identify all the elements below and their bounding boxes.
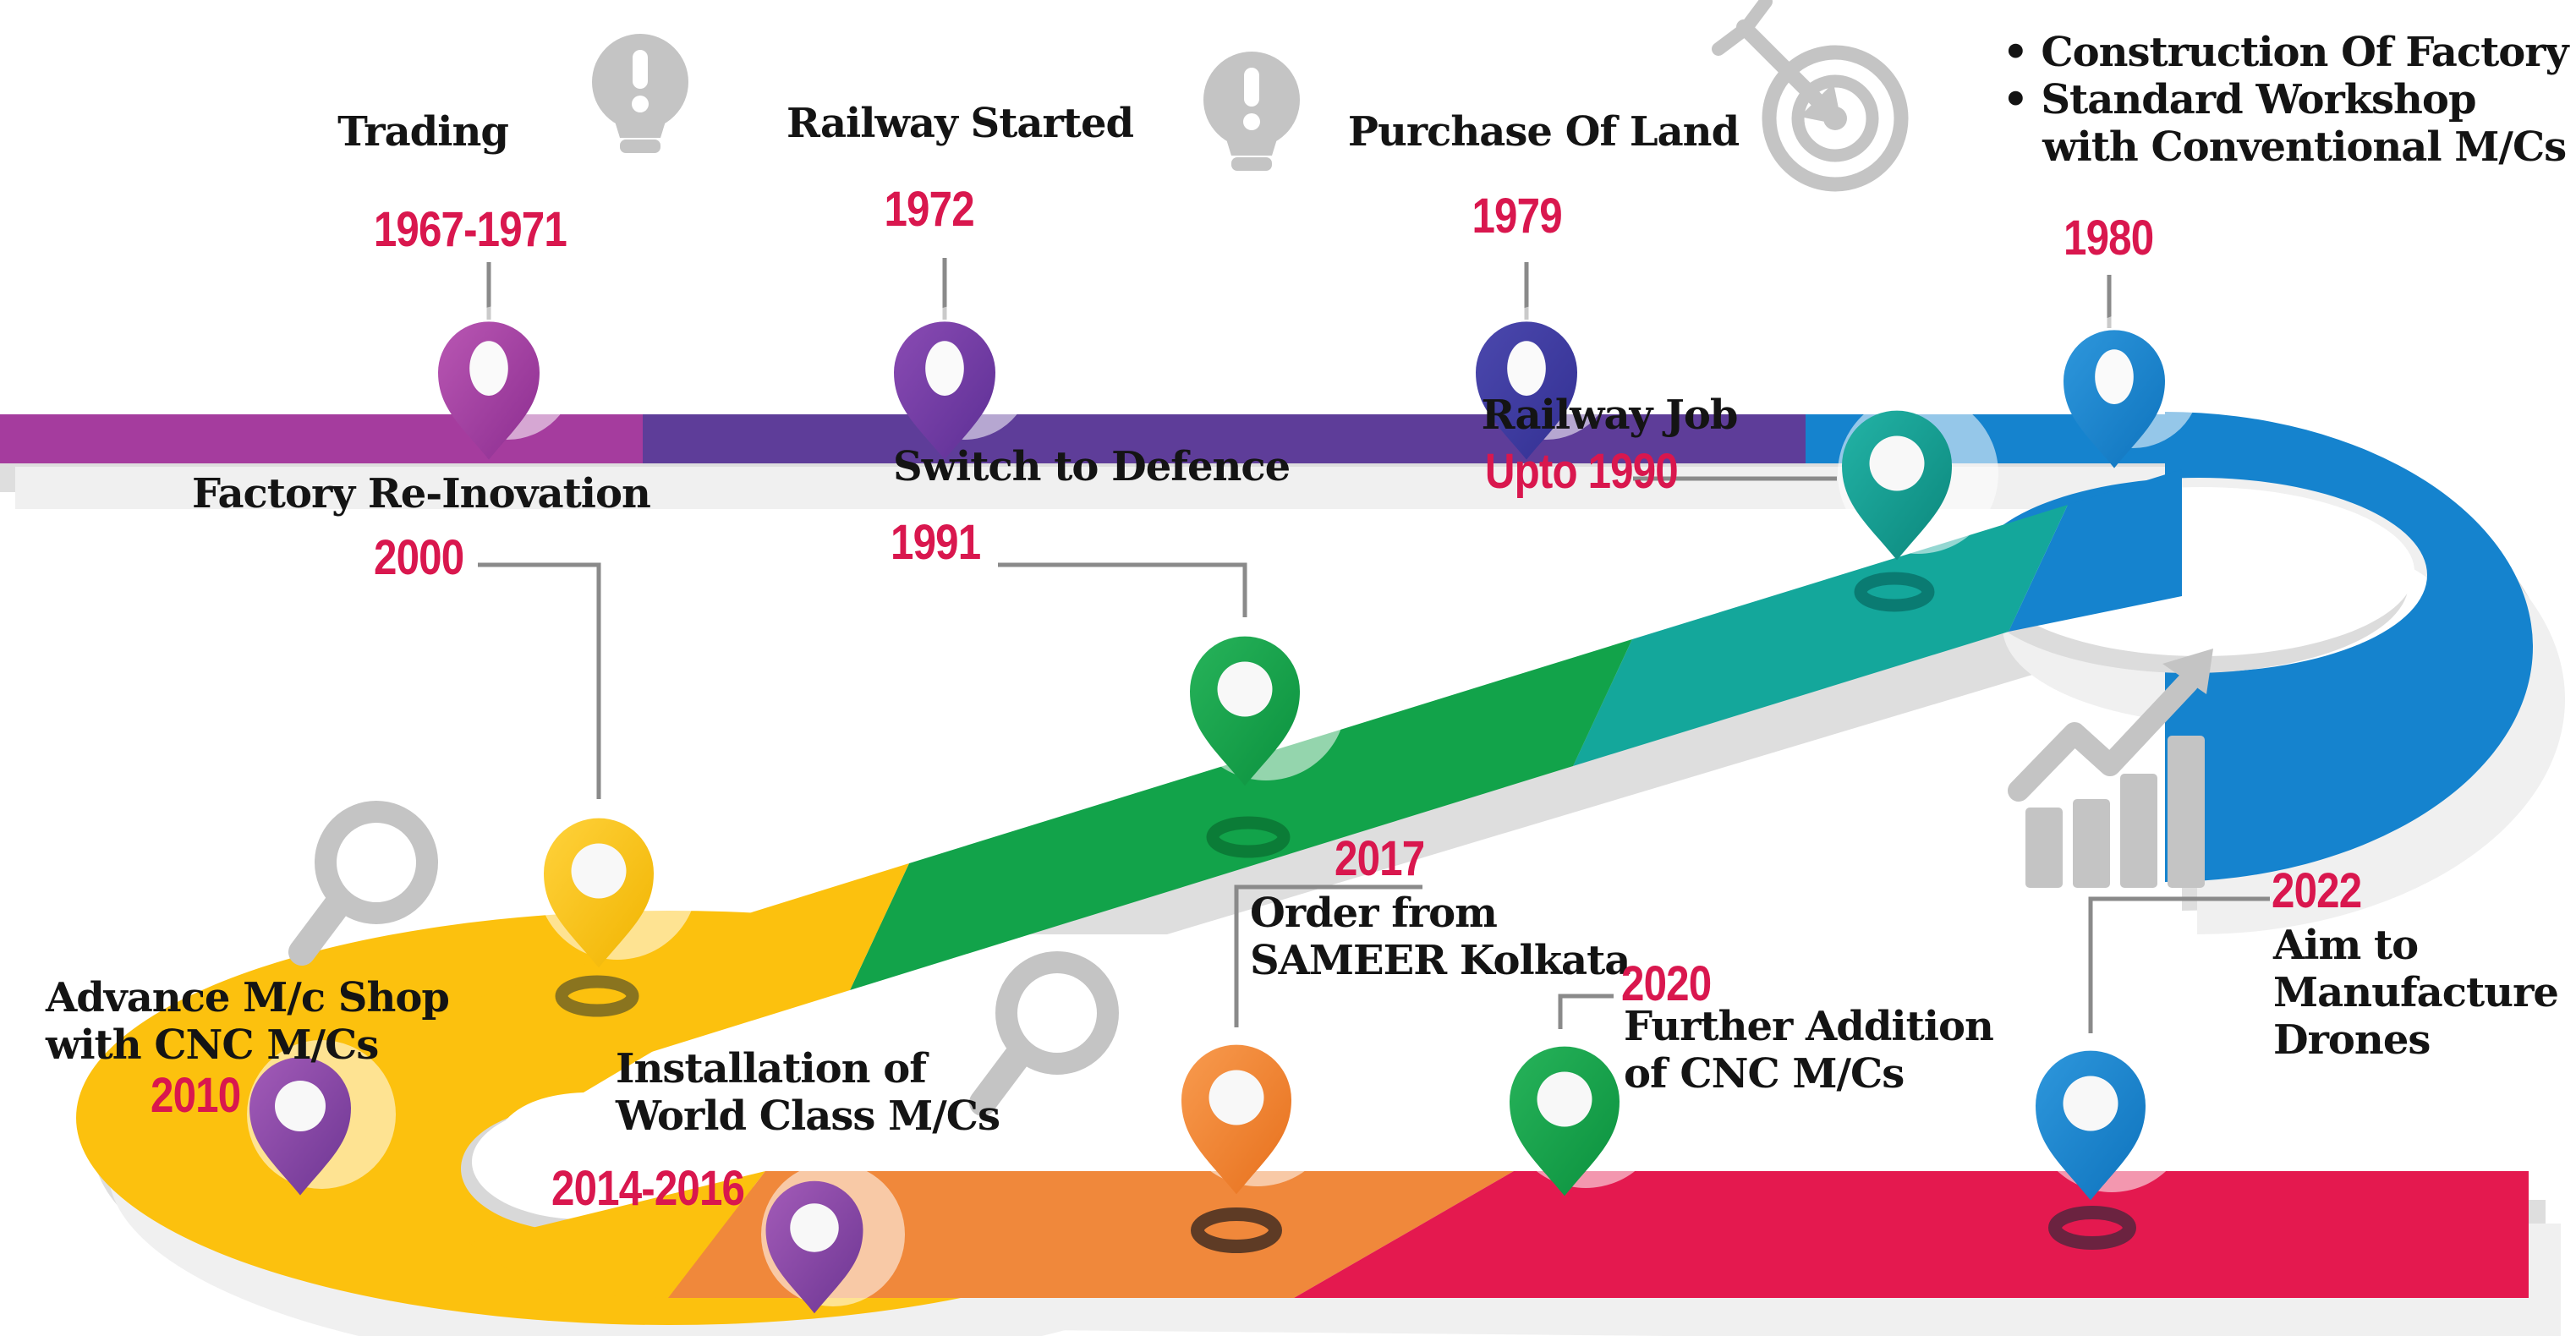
ring-2017 xyxy=(1191,1207,1282,1253)
milestone-year-railway-started: 1972 xyxy=(884,182,974,237)
milestone-year-advance-mc-shop: 2010 xyxy=(151,1068,241,1123)
pin-2000 xyxy=(544,818,654,968)
milestone-title-installation: Installation of World Class M/Cs xyxy=(616,1045,1000,1140)
road-band-teal xyxy=(1573,505,2068,766)
road-bottom-pink xyxy=(1294,1171,2529,1298)
pin-2010 xyxy=(249,1057,351,1196)
milestone-year-installation: 2014-2016 xyxy=(551,1161,745,1216)
milestone-year-purchase-of-land: 1979 xyxy=(1472,189,1562,244)
milestone-title-advance-mc-shop: Advance M/c Shop with CNC M/Cs xyxy=(46,974,450,1069)
pin-railway-started xyxy=(894,321,995,460)
ring-2022 xyxy=(2048,1206,2136,1250)
milestone-year-aim-drones: 2022 xyxy=(2272,863,2362,918)
pin-trading xyxy=(438,321,540,460)
road-bottom-yellow xyxy=(469,1171,765,1298)
milestone-year-factory-re-inovation: 2000 xyxy=(374,530,464,585)
connector-2020 xyxy=(1558,994,1614,1029)
magnifier-icon xyxy=(302,812,427,952)
milestone-title-factory-re-inovation: Factory Re-Inovation xyxy=(192,470,651,517)
milestone-line: of CNC M/Cs xyxy=(1624,1050,1905,1098)
pin-purchase-of-land xyxy=(1476,321,1577,460)
pin-2020 xyxy=(1510,1046,1620,1196)
lightbulb-icon xyxy=(592,34,688,153)
pin-railway-job xyxy=(1842,410,1952,561)
connector-2022 xyxy=(2088,896,2270,1033)
milestone-line: Further Addition xyxy=(1624,1003,1994,1050)
ring-railway-job xyxy=(1854,572,1935,612)
road-band-blue xyxy=(2009,469,2182,632)
milestone-year-railway-job: Upto 1990 xyxy=(1484,444,1679,499)
milestone-line: Order from xyxy=(1250,890,1498,937)
milestone-line: Aim to xyxy=(2273,922,2419,969)
ring-1991 xyxy=(1206,816,1291,858)
milestone-title-further-addition: Further Addition of CNC M/Cs xyxy=(1624,1003,1994,1098)
milestone-title-order-sameer: Order from SAMEER Kolkata xyxy=(1250,890,1631,984)
milestone-line: Advance M/c Shop xyxy=(46,974,450,1021)
pin-2014-2016 xyxy=(765,1180,863,1314)
milestone-title-factory-1980: • Construction Of Factory • Standard Wor… xyxy=(2003,29,2568,171)
lightbulb-icon xyxy=(1203,52,1300,171)
milestone-line: with Conventional M/Cs xyxy=(2003,123,2567,171)
pin-1991 xyxy=(1190,636,1300,786)
connector-1991 xyxy=(998,562,1247,617)
ring-2000 xyxy=(555,975,639,1017)
milestone-line: • Standard Workshop xyxy=(2003,76,2477,123)
milestone-year-switch-to-defence: 1991 xyxy=(891,515,981,570)
milestone-title-aim-drones: Aim to Manufacture Drones xyxy=(2273,922,2559,1064)
pin-2017 xyxy=(1181,1044,1291,1195)
milestone-title-purchase-of-land: Purchase Of Land xyxy=(1347,108,1740,156)
milestone-title-trading: Trading xyxy=(337,108,509,156)
milestone-line: with CNC M/Cs xyxy=(46,1021,379,1069)
road-band-green xyxy=(850,639,1632,990)
milestone-line: • Construction Of Factory xyxy=(2003,29,2568,76)
milestone-line: Installation of xyxy=(616,1045,927,1092)
connector-2000 xyxy=(478,562,601,799)
milestone-line: Drones xyxy=(2273,1016,2431,1064)
milestone-year-order-sameer: 2017 xyxy=(1335,831,1425,886)
target-icon xyxy=(1712,0,1909,192)
milestone-title-railway-started: Railway Started xyxy=(786,100,1134,147)
milestone-line: SAMEER Kolkata xyxy=(1250,937,1631,984)
connector-2017 xyxy=(1234,884,1422,1027)
milestone-title-railway-job: Railway Job xyxy=(1481,391,1739,439)
road-top-purple xyxy=(643,414,1806,463)
milestone-title-switch-to-defence: Switch to Defence xyxy=(893,443,1291,490)
growth-chart-icon xyxy=(2008,649,2213,888)
pin-1980 xyxy=(2064,330,2165,468)
pin-2022 xyxy=(2036,1050,2146,1201)
milestone-year-trading: 1967-1971 xyxy=(373,202,567,257)
milestone-year-1980: 1980 xyxy=(2064,211,2154,266)
milestone-year-further-addition: 2020 xyxy=(1621,956,1712,1011)
milestone-line: Manufacture xyxy=(2273,969,2559,1016)
milestone-line: World Class M/Cs xyxy=(616,1092,1000,1140)
